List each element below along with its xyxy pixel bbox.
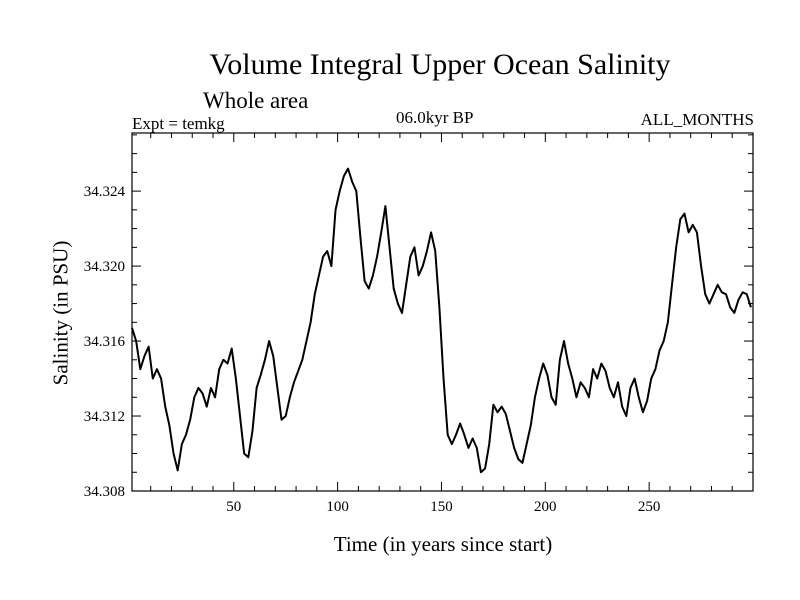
x-tick-label: 250 — [638, 499, 661, 515]
series-line-salinity — [131, 167, 752, 474]
x-tick-label: 50 — [226, 499, 241, 515]
x-tick-label: 200 — [534, 499, 557, 515]
x-tick-label: 100 — [326, 499, 349, 515]
x-axis-label: Time (in years since start) — [333, 532, 553, 556]
months-label: ALL_MONTHS — [640, 110, 754, 129]
axis-ticks — [132, 133, 754, 492]
y-tick-label: 34.308 — [84, 484, 125, 500]
experiment-label: Expt = temkg — [132, 114, 225, 133]
axis-tick-labels: 50 100 150 200 250 34.308 34.312 34.316 34.320 34… — [84, 184, 661, 515]
chart-title: Volume Integral Upper Ocean Salinity — [209, 48, 671, 81]
y-tick-label: 34.316 — [84, 334, 126, 350]
y-tick-label: 34.324 — [84, 184, 126, 200]
chart-subtitle: Whole area — [203, 88, 309, 113]
data-points — [131, 168, 752, 474]
plot-frame — [131, 132, 754, 492]
x-tick-label: 150 — [430, 499, 453, 515]
period-label: 06.0kyr BP — [396, 108, 474, 127]
y-tick-label: 34.320 — [84, 259, 125, 275]
y-tick-label: 34.312 — [84, 409, 125, 425]
